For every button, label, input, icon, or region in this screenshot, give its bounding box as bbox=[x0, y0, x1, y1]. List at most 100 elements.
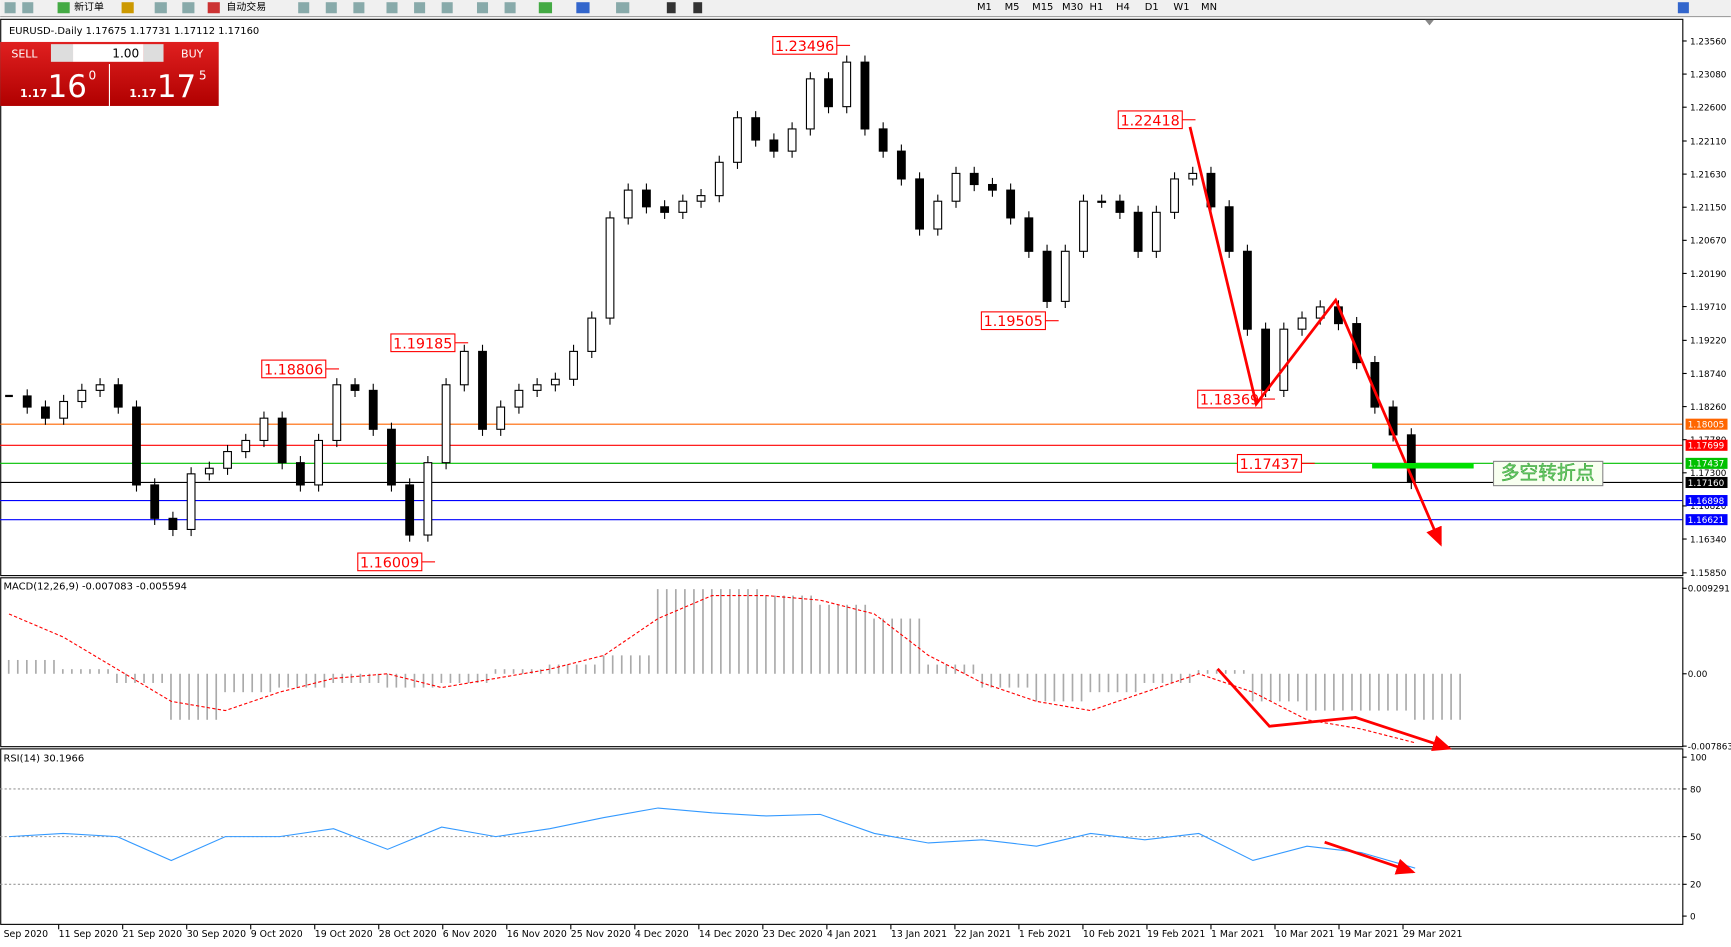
candle bbox=[988, 183, 997, 191]
volume-up[interactable] bbox=[143, 44, 164, 62]
timeframe-button[interactable]: M1 bbox=[977, 2, 992, 13]
candle bbox=[896, 150, 906, 180]
candle bbox=[550, 378, 560, 386]
x-tick-label: 6 Nov 2020 bbox=[443, 929, 497, 940]
timeframe-button[interactable]: H1 bbox=[1090, 2, 1104, 13]
candle bbox=[733, 117, 742, 163]
volume-value[interactable]: 1.00 bbox=[112, 46, 139, 60]
price-level-tag bbox=[1685, 476, 1728, 488]
volume-down[interactable] bbox=[50, 44, 74, 62]
candle bbox=[368, 389, 378, 430]
candle bbox=[860, 61, 870, 130]
macd-bar bbox=[810, 595, 812, 674]
candle bbox=[714, 161, 724, 197]
candle bbox=[1297, 317, 1307, 330]
macd-bar bbox=[1197, 670, 1200, 674]
candle bbox=[41, 406, 50, 419]
macd-bar bbox=[116, 673, 118, 683]
macd-bar bbox=[1170, 673, 1173, 683]
macd-bar bbox=[828, 604, 830, 674]
x-tick-label: 1 Mar 2021 bbox=[1211, 929, 1265, 940]
x-tick-label: 21 Sep 2020 bbox=[123, 929, 182, 940]
macd-bar bbox=[1161, 673, 1164, 683]
x-tick-label: 19 Oct 2020 bbox=[315, 929, 373, 940]
candle bbox=[186, 473, 196, 530]
macd-bar bbox=[747, 589, 749, 674]
y-tick-label: 80 bbox=[1690, 785, 1702, 795]
timeframe-button[interactable]: MN bbox=[1201, 2, 1217, 13]
timeframe-button[interactable]: W1 bbox=[1173, 2, 1189, 13]
price-level-label: 1.17437 bbox=[1688, 460, 1724, 470]
timeframe-button[interactable]: H4 bbox=[1116, 2, 1130, 13]
macd-bar bbox=[1044, 673, 1047, 702]
macd-bar bbox=[278, 673, 280, 688]
macd-bar bbox=[377, 673, 380, 683]
timeframe-button[interactable]: M15 bbox=[1032, 2, 1053, 13]
x-tick-label: 14 Dec 2020 bbox=[699, 929, 759, 940]
sell-price-small: 0 bbox=[88, 68, 96, 82]
candle bbox=[5, 394, 13, 398]
macd-bar bbox=[1423, 673, 1425, 720]
macd-bar bbox=[639, 655, 641, 674]
candle bbox=[1042, 250, 1052, 302]
toolbar bbox=[0, 0, 1731, 17]
chart-header: EURUSD-.Daily 1.17675 1.17731 1.17112 1.… bbox=[9, 26, 259, 37]
timeframe-button[interactable]: M5 bbox=[1005, 2, 1020, 13]
candle bbox=[696, 195, 706, 202]
x-tick-label: 16 Nov 2020 bbox=[507, 929, 567, 940]
macd-bar bbox=[557, 664, 560, 674]
macd-bar bbox=[404, 673, 407, 688]
macd-bar bbox=[990, 673, 993, 688]
y-tick-label: 1.19220 bbox=[1690, 337, 1727, 347]
macd-bar bbox=[143, 673, 145, 683]
macd-bar bbox=[98, 669, 100, 674]
candle bbox=[1242, 250, 1252, 330]
candle bbox=[332, 384, 342, 442]
toolbar-button[interactable]: 新订单 bbox=[74, 0, 104, 13]
y-tick-label: 1.22600 bbox=[1690, 104, 1727, 114]
macd-bar bbox=[1450, 673, 1452, 720]
macd-bar bbox=[476, 673, 479, 683]
volume-input[interactable] bbox=[73, 44, 144, 62]
price-level-tag bbox=[1685, 418, 1728, 430]
x-tick-label: 25 Nov 2020 bbox=[571, 929, 631, 940]
trend-arrow bbox=[1188, 126, 1442, 547]
candle bbox=[1315, 306, 1325, 319]
annotation-box bbox=[357, 552, 423, 572]
macd-bar bbox=[152, 673, 154, 683]
toolbar-icons bbox=[4, 2, 1689, 14]
macd-bar bbox=[972, 664, 975, 674]
timeframe-button[interactable]: M30 bbox=[1062, 2, 1083, 13]
macd-bar bbox=[1242, 670, 1245, 674]
rsi-arrow bbox=[1324, 840, 1416, 875]
candle bbox=[1151, 211, 1161, 252]
macd-bar bbox=[413, 673, 416, 688]
macd-bar bbox=[774, 595, 776, 674]
timeframe-button[interactable]: D1 bbox=[1145, 2, 1159, 13]
macd-bar bbox=[891, 618, 893, 674]
macd-bar bbox=[945, 664, 948, 674]
y-tick-label: 1.17300 bbox=[1690, 469, 1727, 479]
macd-bar bbox=[242, 673, 244, 693]
candle bbox=[204, 467, 214, 475]
macd-bar bbox=[1008, 673, 1011, 688]
price-level-tag bbox=[1685, 457, 1728, 469]
annotation-label: 1.18806 bbox=[264, 362, 323, 378]
candle bbox=[95, 384, 105, 391]
macd-bar bbox=[1369, 673, 1371, 711]
candle bbox=[842, 61, 852, 108]
sell-label[interactable]: SELL bbox=[11, 47, 38, 60]
buy-label[interactable]: BUY bbox=[181, 47, 204, 60]
candle bbox=[915, 178, 924, 230]
macd-bar bbox=[648, 655, 650, 674]
macd-bar bbox=[756, 589, 758, 674]
macd-bar bbox=[1459, 673, 1461, 720]
y-tick-label: 1.23080 bbox=[1690, 70, 1727, 80]
macd-bar bbox=[1278, 673, 1281, 702]
candle bbox=[1097, 200, 1107, 203]
macd-bar bbox=[368, 673, 371, 683]
toolbar-button[interactable]: 自动交易 bbox=[226, 0, 266, 13]
candle bbox=[969, 172, 979, 186]
macd-bar bbox=[494, 669, 497, 674]
macd-bar bbox=[855, 604, 858, 674]
